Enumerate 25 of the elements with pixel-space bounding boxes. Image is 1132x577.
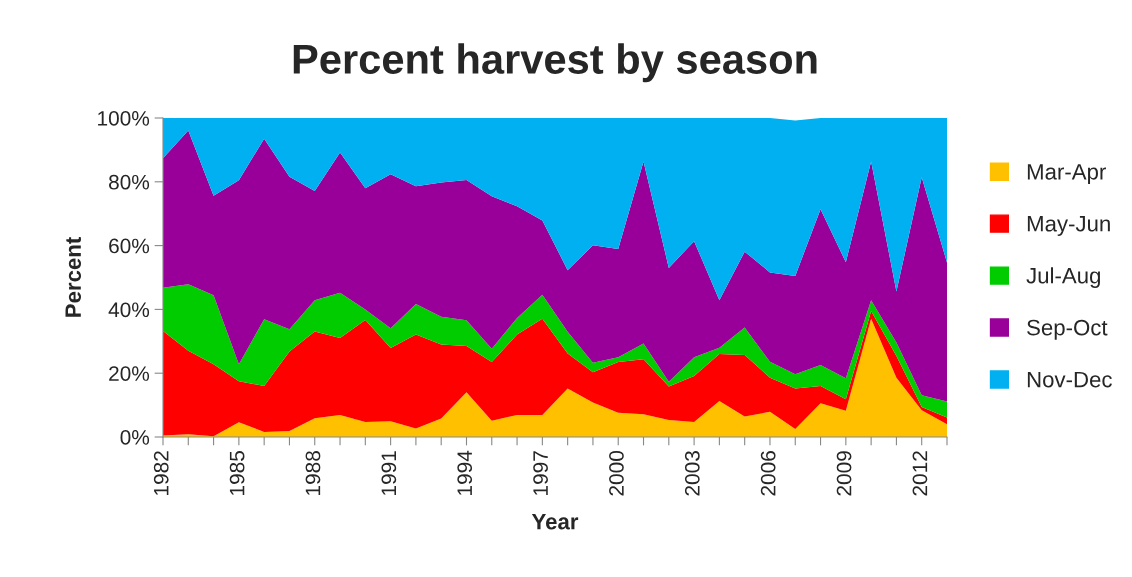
y-tick-label: 80% (109, 174, 150, 190)
legend-label: May-Jun (1027, 216, 1110, 236)
x-tick-label: 1991 (381, 451, 397, 495)
y-tick-label: 0% (120, 430, 150, 445)
x-tick-label: 1994 (457, 450, 473, 495)
legend-label: Jul-Aug (1026, 267, 1100, 288)
x-tick-label: 1982 (153, 451, 169, 495)
y-tick-label: 60% (109, 238, 150, 254)
y-tick-label: 20% (109, 366, 150, 381)
legend-label: Nov-Dec (1027, 371, 1112, 388)
y-tick-label: 100% (98, 111, 150, 126)
x-axis-title: Year (531, 514, 579, 530)
x-tick-label: 2003 (684, 451, 700, 496)
x-tick-label: 2000 (609, 451, 624, 496)
chart-title: Percent harvest by season (293, 43, 817, 83)
x-tick-label: 2006 (760, 451, 776, 496)
legend-label: Sep-Oct (1027, 319, 1108, 340)
x-tick-label: 1985 (229, 451, 245, 495)
y-axis-title: Percent (65, 237, 82, 317)
x-tick-label: 1997 (533, 451, 548, 495)
y-tick-label: 40% (108, 302, 150, 318)
x-tick-label: 1988 (305, 451, 321, 495)
x-tick-label: 2009 (836, 451, 852, 496)
x-tick-label: 2012 (912, 451, 928, 496)
legend-label: Mar-Apr (1027, 164, 1106, 185)
